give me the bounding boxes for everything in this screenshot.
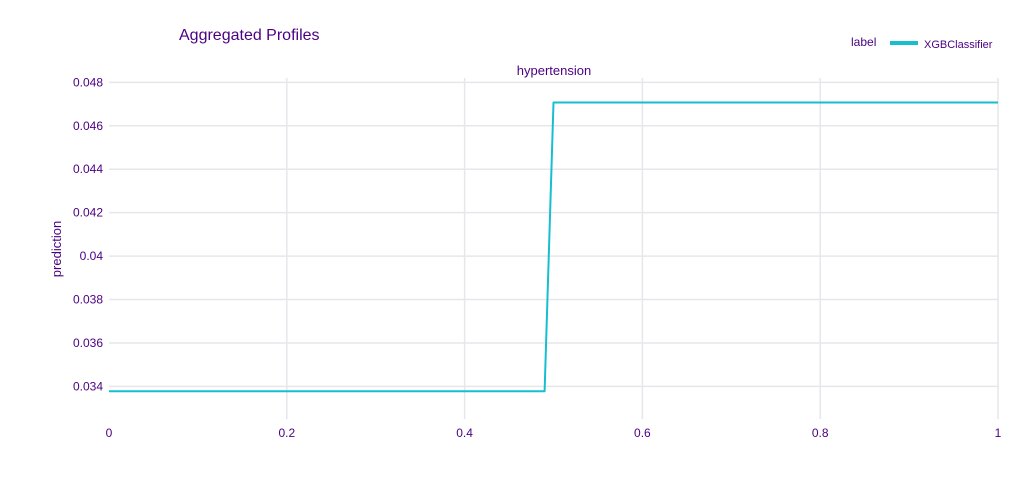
legend: label XGBClassifier: [851, 35, 993, 51]
y-axis-label: prediction: [49, 221, 64, 277]
x-tick-label: 0.4: [456, 426, 473, 440]
subplot-title: hypertension: [517, 63, 591, 78]
x-tick-label: 0.8: [812, 426, 829, 440]
x-tick-label: 0: [106, 426, 113, 440]
y-tick-label: 0.038: [73, 293, 103, 307]
y-tick-label: 0.048: [73, 75, 103, 89]
x-tick-label: 0.2: [278, 426, 295, 440]
grid: [109, 78, 999, 419]
y-tick-label: 0.042: [73, 206, 103, 220]
x-tick-label: 1: [995, 426, 1002, 440]
y-tick-label: 0.036: [73, 336, 103, 350]
y-tick-label: 0.04: [80, 249, 104, 263]
chart-title: Aggregated Profiles: [179, 27, 320, 44]
x-tick-label: 0.6: [634, 426, 651, 440]
legend-title: label: [851, 35, 876, 49]
y-tick-label: 0.046: [73, 119, 103, 133]
legend-entry-xgbclassifier[interactable]: XGBClassifier: [924, 39, 993, 51]
series-line-xgbclassifier: [109, 101, 998, 393]
axis-ticks: 0.034 0.036 0.038 0.04 0.042 0.044 0.046 0.048 0…: [73, 75, 1002, 440]
y-tick-label: 0.034: [73, 379, 103, 393]
y-tick-label: 0.044: [73, 162, 103, 176]
plot-area: [109, 101, 998, 393]
